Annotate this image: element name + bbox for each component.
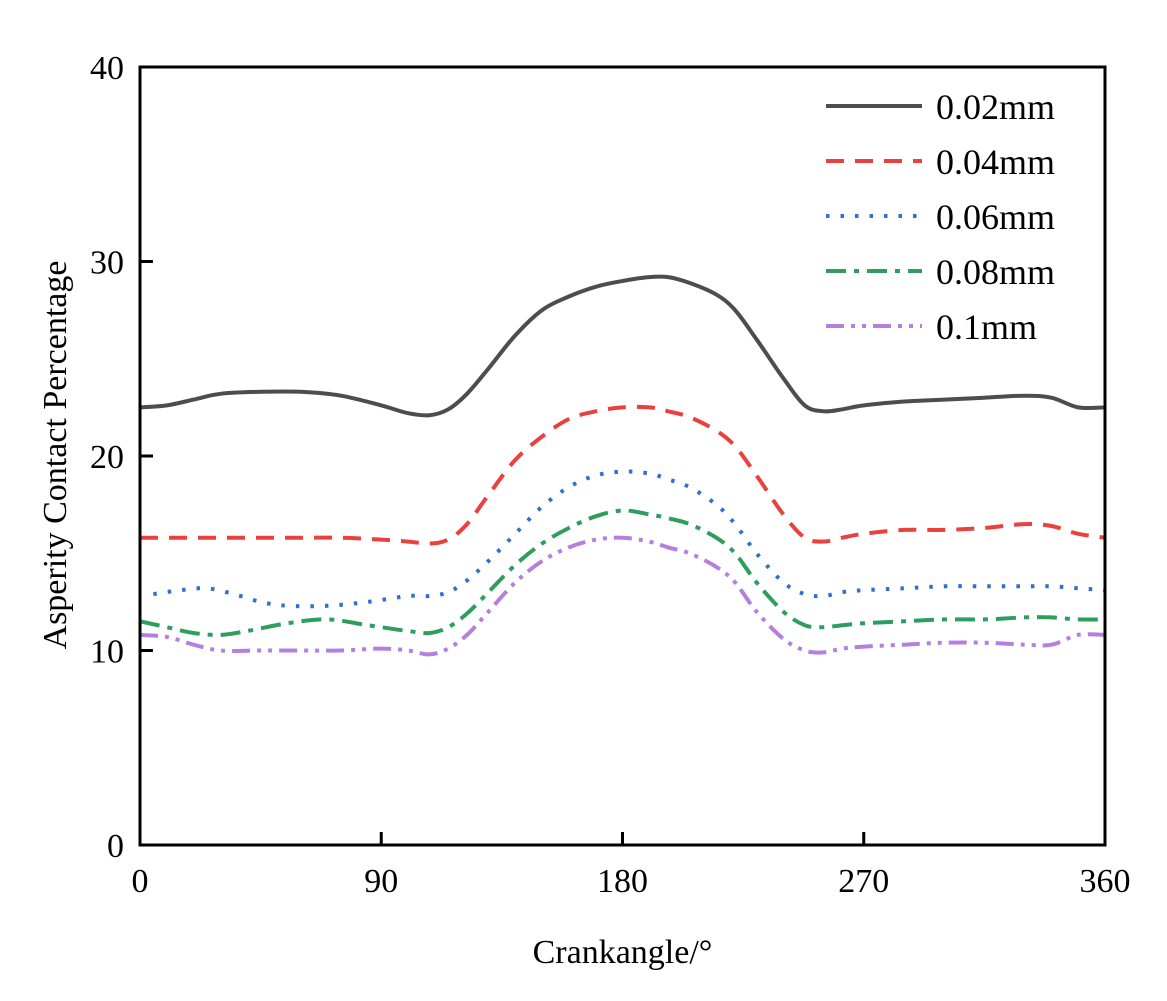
legend-label: 0.02mm (936, 87, 1055, 127)
series-line-0.1mm (139, 535, 1106, 657)
legend: 0.02mm 0.04mm 0.06mm 0.08mm 0.1mm (826, 87, 1055, 347)
x-tick-label: 90 (364, 863, 398, 900)
x-tick-label: 0 (132, 863, 149, 900)
legend-label: 0.04mm (936, 142, 1055, 182)
x-axis-title: Crankangle/° (533, 934, 713, 971)
series-layer (139, 274, 1106, 657)
legend-label: 0.1mm (936, 307, 1037, 347)
series-line-0.04mm (139, 404, 1106, 546)
y-tick-label: 40 (90, 50, 124, 87)
axis-ticks: 0 90 180 270 360 0 10 20 30 40 (90, 50, 1131, 900)
y-tick-label: 30 (90, 245, 124, 282)
y-tick-label: 0 (107, 828, 124, 865)
series-line-0.02mm (139, 274, 1106, 418)
legend-label: 0.08mm (936, 252, 1055, 292)
series-line-0.08mm (139, 508, 1106, 637)
x-tick-label: 360 (1080, 863, 1131, 900)
legend-label: 0.06mm (936, 197, 1055, 237)
y-axis-title: Asperity Contact Percentage (37, 261, 74, 650)
y-tick-label: 10 (90, 634, 124, 671)
x-tick-label: 270 (838, 863, 889, 900)
plot-area-frame (138, 65, 1107, 847)
y-tick-label: 20 (90, 439, 124, 476)
x-tick-label: 180 (597, 863, 648, 900)
